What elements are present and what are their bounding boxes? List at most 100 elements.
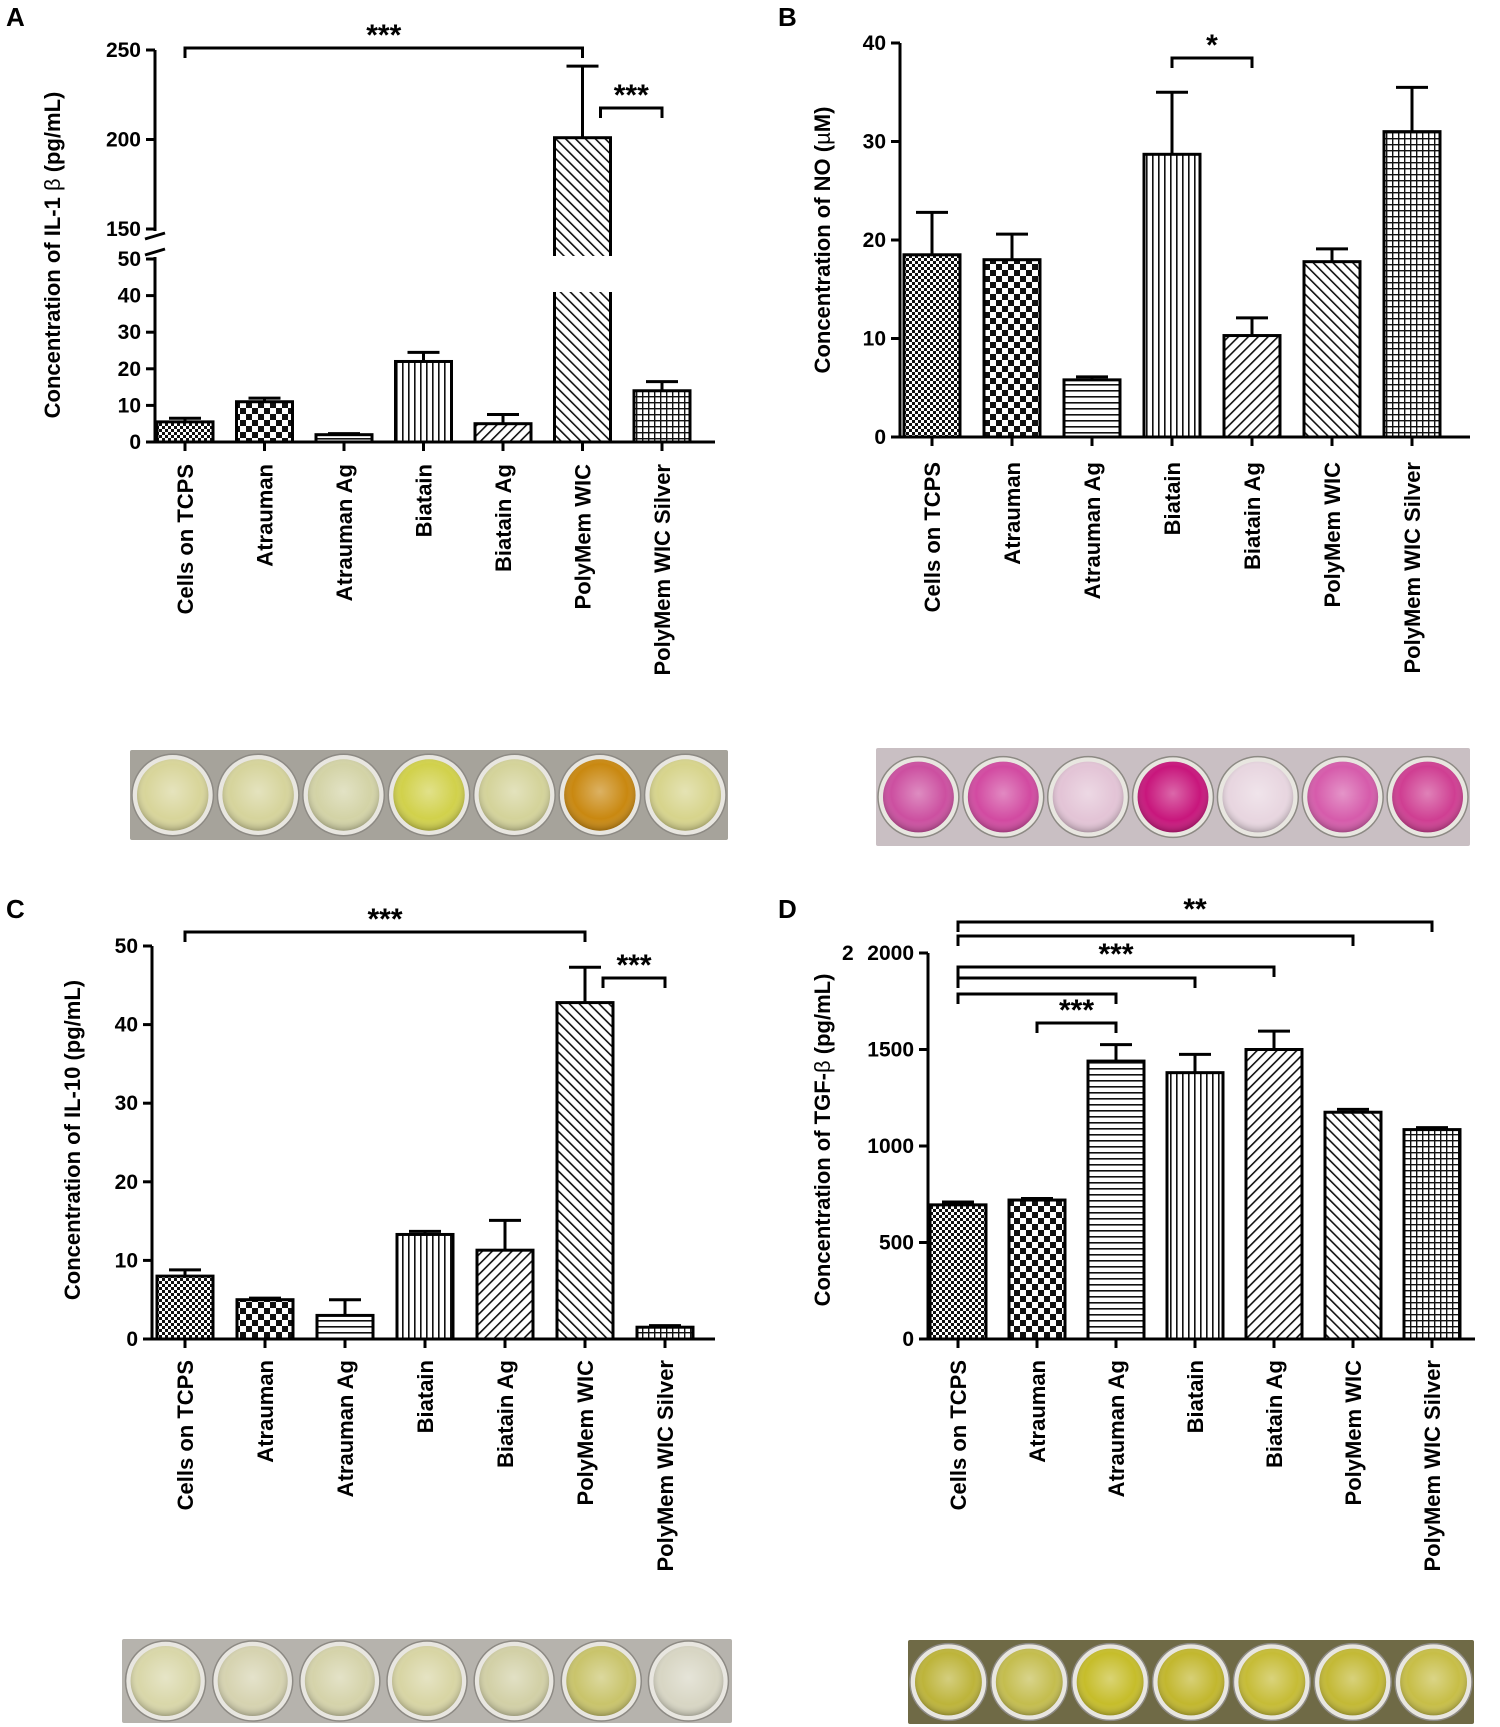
significance-bracket [956,965,1276,977]
well-highlight [478,759,551,831]
well-highlight [915,1648,982,1716]
chart-d: 0 500 1000 1500 2000 2 Concentration of TGF-β … [810,893,1475,1724]
bar [1062,378,1122,439]
bar [1382,130,1442,439]
well-highlight [1319,1648,1387,1716]
panel-letter: B [778,2,797,32]
x-tick-label: PolyMem WIC [1341,1360,1366,1506]
x-tick-label: PolyMem WIC Silver [1420,1360,1445,1572]
significance-bracket [601,976,667,988]
well-highlight [393,759,465,831]
x-tick-label: Biatain [413,1360,438,1433]
panel-letter: C [6,894,25,924]
panel-d: D 0 500 1000 1500 2000 2 Concentration of TGF-… [778,893,1475,1724]
axis-break-mark [144,247,166,257]
y-tick-label: 40 [115,1014,138,1037]
significance-bracket [956,976,1197,988]
x-tick-label: Biatain Ag [491,464,516,572]
y-axis-title-part: Concentration of IL-10 (pg/mL) [60,980,85,1300]
bar [395,1232,455,1341]
y-axis-title-part: M) [810,107,835,133]
bar [1142,152,1202,439]
bar [1165,1071,1225,1341]
bar [1402,1128,1462,1341]
bar [902,253,962,439]
significance-bracket [183,930,587,942]
well-highlight [137,759,209,831]
well-highlight [883,761,954,833]
significance-bracket [599,106,664,118]
significance-bracket [956,920,1434,932]
bar [475,1248,535,1341]
bar [314,433,374,444]
significance-label: * [1206,29,1218,62]
well-highlight [222,759,294,831]
significance-bracket [956,992,1118,1004]
y-tick-label: 20 [115,1171,138,1194]
bar [315,1313,375,1341]
well-highlight [564,759,636,831]
bar [1302,260,1362,439]
y-tick-label: 0 [129,431,141,454]
significance-bracket [1170,56,1254,68]
well-highlight [1137,761,1209,833]
bar [155,420,215,444]
y-tick-label: 40 [118,285,141,308]
x-tick-label: Atrauman Ag [332,464,357,601]
well-highlight [479,1646,550,1716]
y-tick-label: 10 [115,1249,138,1272]
y-tick-label: 50 [118,248,141,271]
bar [155,1274,215,1341]
bar [632,389,692,444]
y-tick-label: 1500 [867,1039,914,1062]
well-highlight [130,1646,201,1716]
y-axis-title-part: (pg/mL) [40,92,65,179]
x-tick-label: Cells on TCPS [946,1360,971,1510]
y-axis-title-symbol: β [40,178,65,191]
y-tick-label: 10 [863,328,886,351]
y-tick-label: 20 [118,358,141,381]
y-tick-label: 200 [106,129,141,152]
well-highlight [304,1646,375,1716]
y-axis-title: Concentration of IL-1 β (pg/mL) [40,92,65,419]
y-tick-label: 40 [863,32,886,55]
bar-break-gap [551,256,614,292]
bar [555,1001,615,1341]
x-tick-label: PolyMem WIC Silver [1400,462,1425,674]
significance-bracket [183,46,584,58]
x-tick-label: PolyMem WIC Silver [650,464,675,676]
x-tick-label: Biatain [1183,1360,1208,1433]
x-tick-label: Cells on TCPS [920,462,945,612]
y-tick-label: 0 [874,426,886,449]
y-axis-title-part: Concentration of TGF- [810,1073,835,1306]
x-tick-label: Biatain [412,464,437,537]
well-highlight [392,1646,462,1716]
well-highlight [307,759,380,831]
significance-bracket [956,934,1355,946]
bar [928,1203,988,1341]
y-tick-label: 0 [126,1328,138,1351]
bar [235,1298,295,1341]
x-tick-label: Atrauman Ag [1104,1360,1129,1497]
y-tick-label: 30 [863,131,886,154]
panel-letter: A [6,2,25,32]
x-tick-label: Biatain [1160,462,1185,535]
x-tick-label: Biatain Ag [1240,462,1265,570]
well-highlight [566,1646,637,1716]
x-tick-label: Atrauman Ag [333,1360,358,1497]
well-highlight [1307,761,1379,833]
x-tick-label: Atrauman [253,1360,278,1463]
y-axis-title: Concentration of TGF-β (pg/mL) [810,974,835,1307]
y-tick-label: 20 [863,229,886,252]
significance-label: *** [367,903,402,936]
significance-label: *** [1059,994,1094,1027]
y-tick-overlay: 2 [842,942,854,965]
y-axis-title-symbol: β [810,1060,835,1073]
panel-letter: D [778,894,797,924]
significance-label: ** [1183,893,1207,926]
bar [473,422,533,444]
x-tick-label: Biatain Ag [1262,1360,1287,1468]
x-tick-label: PolyMem WIC [571,464,596,610]
x-tick-label: Cells on TCPS [173,1360,198,1510]
